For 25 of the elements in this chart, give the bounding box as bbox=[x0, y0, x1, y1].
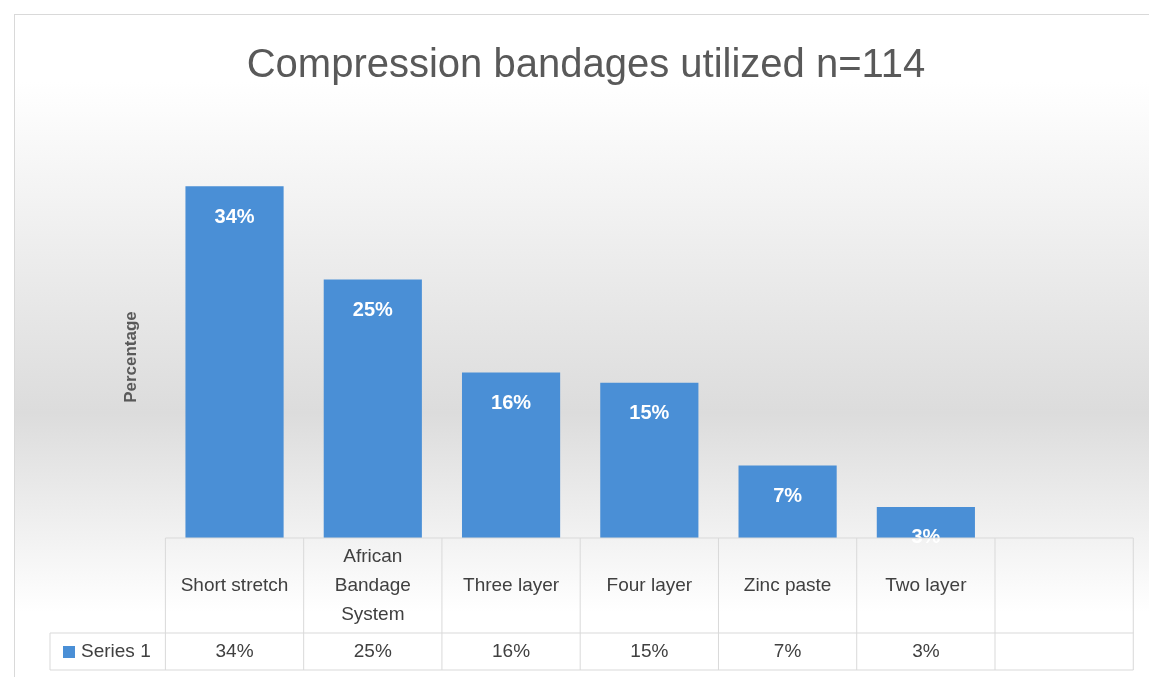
bar bbox=[461, 372, 561, 538]
legend-label: Series 1 bbox=[81, 640, 151, 662]
text: 7% bbox=[773, 484, 803, 507]
text: 16% bbox=[491, 391, 532, 414]
x-tick-label: African Bandage System bbox=[334, 544, 411, 624]
data-label: 3% bbox=[912, 640, 940, 662]
x-tick-label: Three layer bbox=[463, 573, 560, 595]
text: 15% bbox=[629, 401, 670, 424]
data-label: 25% bbox=[353, 640, 392, 662]
x-tick-label: Zinc paste bbox=[743, 573, 832, 595]
data-label: 7% bbox=[773, 640, 802, 662]
data-label: 15% bbox=[630, 640, 669, 662]
bar bbox=[323, 279, 422, 538]
text: 34% bbox=[214, 204, 255, 227]
data-label: 34% bbox=[215, 640, 254, 662]
y-axis-title: Percentage bbox=[120, 311, 140, 403]
bar bbox=[738, 465, 837, 538]
text: 25% bbox=[352, 297, 393, 320]
bar bbox=[185, 186, 284, 538]
x-tick-label: Short stretch bbox=[180, 573, 289, 595]
x-tick-label: Four layer bbox=[606, 573, 693, 595]
chart-title: Compression bandages utilized n=114 bbox=[246, 41, 926, 86]
data-label: 16% bbox=[492, 640, 531, 662]
x-tick-label: Two layer bbox=[885, 573, 968, 595]
bar bbox=[600, 382, 699, 538]
